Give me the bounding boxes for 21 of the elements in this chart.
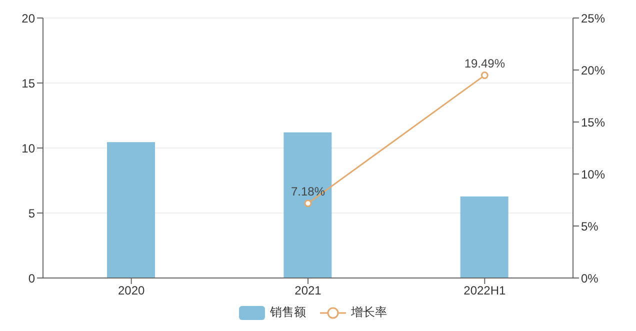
y2-tick-label: 0% xyxy=(581,271,599,286)
y-tick-label: 5 xyxy=(28,206,36,220)
data-label: 19.49% xyxy=(464,56,506,70)
bar xyxy=(107,142,155,278)
y2-tick-label: 15% xyxy=(581,115,606,130)
bar xyxy=(284,132,332,278)
bar xyxy=(460,196,508,278)
data-label: 7.18% xyxy=(290,184,326,198)
y-tick-label: 10 xyxy=(22,141,36,156)
x-tick-label: 2021 xyxy=(294,284,322,298)
y2-tick-label: 5% xyxy=(581,219,599,234)
y2-tick-label: 25% xyxy=(581,11,606,26)
legend-label: 销售额 xyxy=(270,304,306,321)
legend-label: 增长率 xyxy=(351,304,387,321)
x-tick-label: 2020 xyxy=(118,284,146,298)
y2-tick-label: 20% xyxy=(581,63,606,78)
y-tick-label: 15 xyxy=(22,76,36,90)
y-tick-label: 20 xyxy=(22,11,36,26)
x-tick-label: 2022H1 xyxy=(464,284,506,298)
y2-tick-label: 10% xyxy=(581,167,606,182)
y-tick-label: 0 xyxy=(28,271,36,286)
